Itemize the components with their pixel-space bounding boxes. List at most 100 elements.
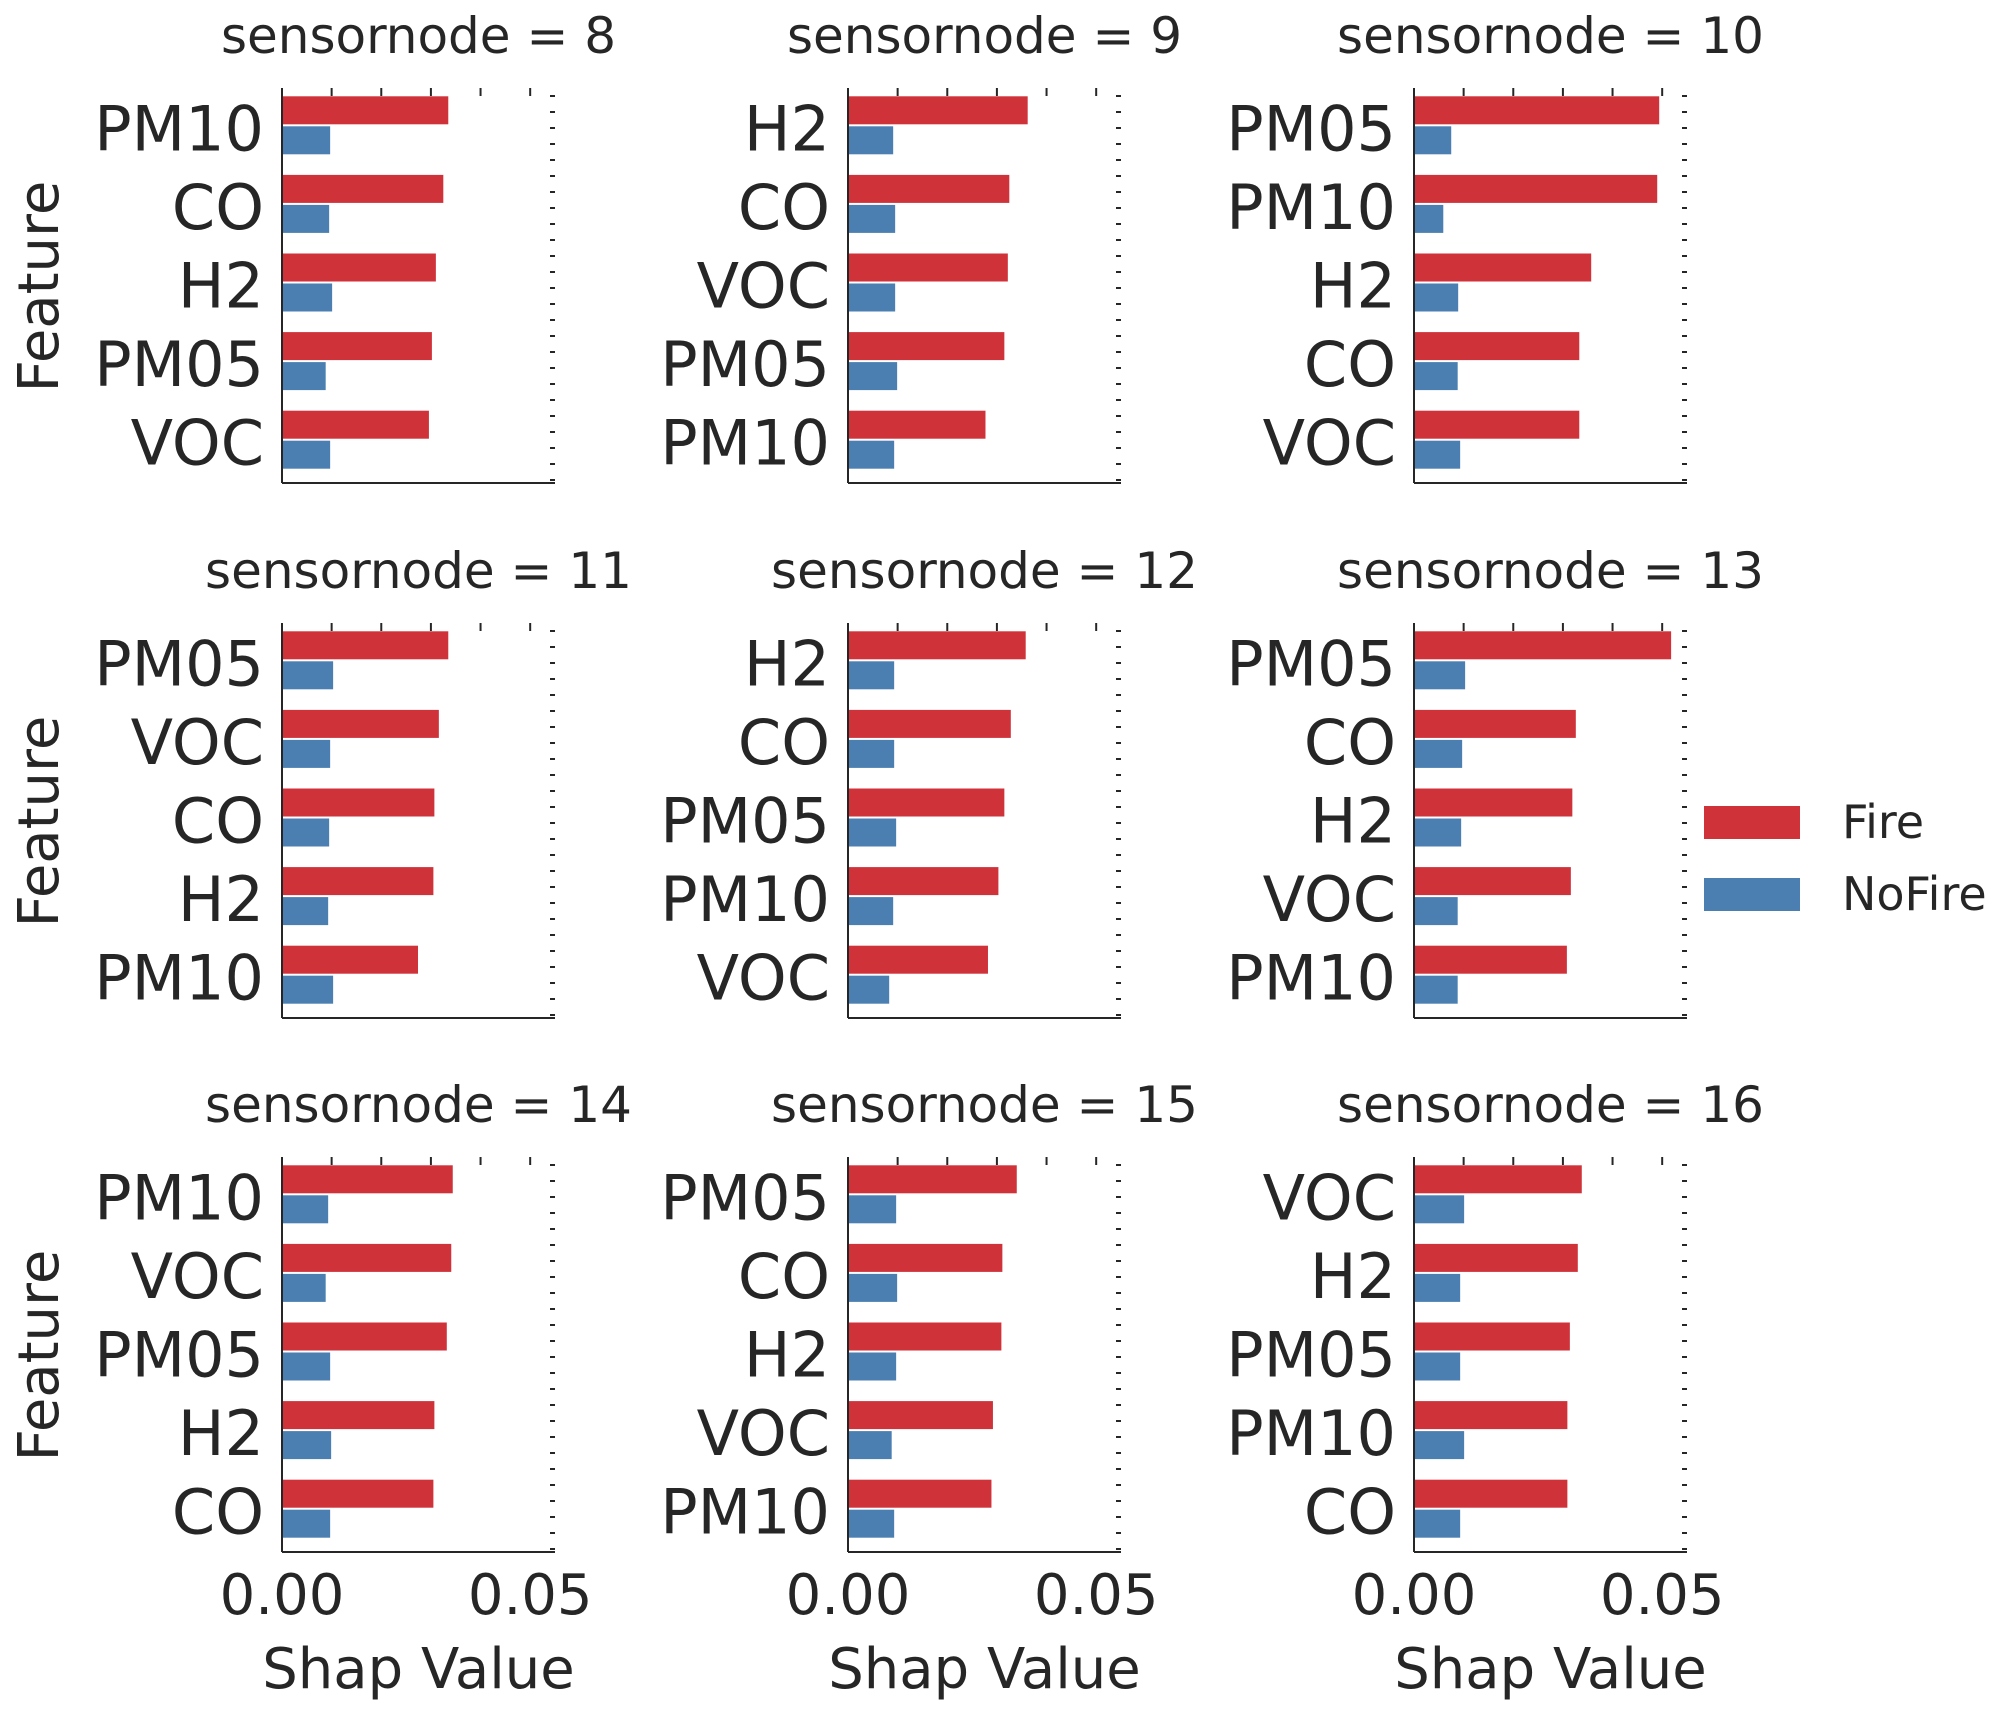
bar-nofire [1414, 739, 1463, 768]
category-label: CO [172, 171, 264, 244]
category-label: H2 [1310, 1240, 1396, 1313]
bar-fire [848, 253, 1008, 282]
x-tick-label: 0.05 [468, 1563, 593, 1628]
bar-nofire [282, 1195, 329, 1224]
category-label: PM05 [1226, 627, 1396, 700]
category-label: H2 [744, 1319, 830, 1392]
bar-fire [282, 1243, 452, 1272]
bar-fire [1414, 867, 1571, 896]
category-label: PM10 [94, 1161, 264, 1234]
bar-fire [848, 709, 1011, 738]
bar-fire [848, 1165, 1017, 1194]
bar-nofire [1414, 1431, 1465, 1460]
bar-fire [282, 1165, 453, 1194]
bar-fire [848, 410, 986, 439]
bar-fire [1414, 96, 1660, 125]
bar-nofire [282, 283, 333, 312]
bar-fire [848, 332, 1005, 361]
bar-fire [1414, 1401, 1568, 1430]
category-label: H2 [744, 627, 830, 700]
x-axis-title: Shap Value [1394, 1637, 1706, 1702]
category-label: CO [1304, 328, 1396, 401]
bar-nofire [848, 1273, 898, 1302]
bar-fire [848, 788, 1005, 817]
y-axis-title: Feature [7, 716, 72, 928]
category-label: H2 [1310, 785, 1396, 858]
category-label: VOC [697, 1397, 830, 1470]
bar-nofire [282, 975, 334, 1004]
category-label: H2 [178, 250, 264, 323]
bar-fire [282, 867, 434, 896]
bar-fire [848, 174, 1010, 203]
x-tick-label: 0.00 [220, 1563, 345, 1628]
category-label: PM05 [94, 627, 264, 700]
bar-fire [282, 788, 435, 817]
bar-nofire [282, 1352, 331, 1381]
bar-fire [282, 96, 449, 125]
panel-title: sensornode = 16 [1337, 1076, 1764, 1134]
bar-nofire [848, 661, 895, 690]
bar-nofire [848, 440, 895, 469]
category-label: CO [172, 785, 264, 858]
bar-nofire [848, 818, 897, 847]
panel-title: sensornode = 11 [205, 542, 632, 600]
legend-swatch-fire [1704, 806, 1800, 839]
panel-title: sensornode = 9 [787, 7, 1182, 65]
bar-nofire [848, 362, 898, 391]
bar-nofire [1414, 1352, 1461, 1381]
bar-nofire [282, 362, 326, 391]
category-label: H2 [178, 863, 264, 936]
category-label: H2 [1310, 250, 1396, 323]
x-tick-label: 0.05 [1600, 1563, 1725, 1628]
bar-fire [848, 945, 988, 974]
panel-title: sensornode = 8 [221, 7, 616, 65]
bar-nofire [1414, 661, 1466, 690]
bar-fire [1414, 253, 1592, 282]
bar-nofire [1414, 362, 1458, 391]
panel-title: sensornode = 14 [205, 1076, 632, 1134]
bar-nofire [282, 818, 330, 847]
bar-fire [848, 1243, 1003, 1272]
bar-nofire [282, 897, 329, 926]
panel-title: sensornode = 10 [1337, 7, 1764, 65]
panel-title: sensornode = 13 [1337, 542, 1764, 600]
category-label: VOC [131, 706, 264, 779]
category-label: CO [738, 706, 830, 779]
legend-label-nofire: NoFire [1842, 867, 1987, 921]
bar-fire [848, 631, 1026, 660]
x-tick-label: 0.05 [1034, 1563, 1159, 1628]
bar-nofire [848, 283, 896, 312]
x-axis-title: Shap Value [262, 1637, 574, 1702]
bar-nofire [1414, 204, 1444, 233]
category-label: PM05 [94, 1319, 264, 1392]
bar-nofire [848, 1195, 897, 1224]
bar-fire [282, 631, 449, 660]
bar-nofire [1414, 818, 1462, 847]
category-label: PM10 [1226, 1397, 1396, 1470]
category-label: PM05 [660, 328, 830, 401]
category-label: VOC [697, 250, 830, 323]
bar-fire [1414, 945, 1567, 974]
bar-fire [282, 709, 439, 738]
category-label: PM10 [1226, 171, 1396, 244]
bar-fire [282, 1401, 435, 1430]
bar-nofire [1414, 1195, 1465, 1224]
bar-nofire [1414, 283, 1459, 312]
legend-swatch-nofire [1704, 878, 1800, 911]
bar-fire [848, 867, 999, 896]
bar-nofire [282, 1509, 331, 1538]
category-label: PM10 [660, 863, 830, 936]
category-label: H2 [744, 92, 830, 165]
category-label: H2 [178, 1397, 264, 1470]
panel-title: sensornode = 15 [771, 1076, 1198, 1134]
bar-nofire [848, 204, 896, 233]
bar-fire [282, 945, 419, 974]
category-label: VOC [697, 942, 830, 1015]
bar-nofire [282, 440, 331, 469]
x-tick-label: 0.00 [1352, 1563, 1477, 1628]
category-label: PM05 [1226, 1319, 1396, 1392]
category-label: VOC [1263, 863, 1396, 936]
bar-fire [1414, 1322, 1570, 1351]
category-label: PM10 [94, 92, 264, 165]
